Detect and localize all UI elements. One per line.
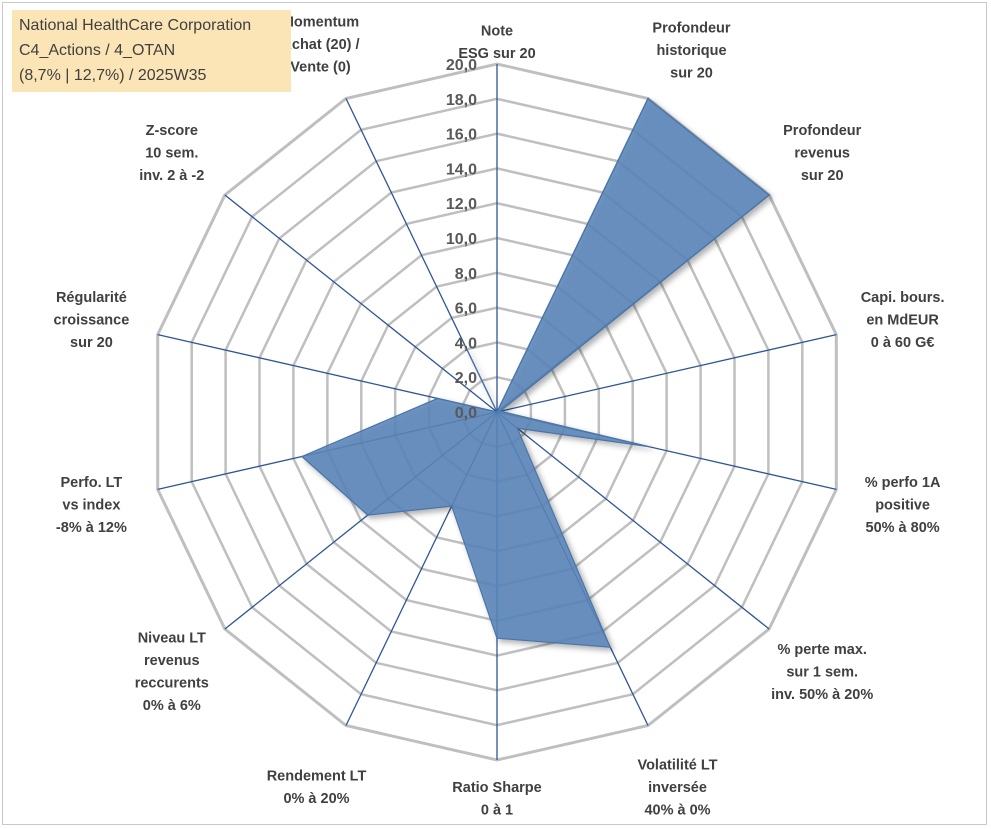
axis-label: Perfo. LT vs index -8% à 12% [56,475,127,536]
data-point [466,348,468,351]
performance-week: (8,7% | 12,7%) / 2025W35 [19,67,207,84]
tick-label: 4,0 [455,335,477,352]
data-point [516,427,519,430]
data-point [436,397,439,400]
company-name: National HealthCare Corporation [19,17,252,34]
axis-label: Profondeur historique sur 20 [652,21,730,82]
tick-label: 0,0 [455,405,477,422]
axis-label: % perte max. sur 1 sem. inv. 50% à 20% [771,642,873,703]
data-point [499,410,502,413]
series-area [300,97,771,648]
tick-label: 2,0 [455,370,477,387]
tick-label: 12,0 [446,196,477,213]
data-point [647,97,649,100]
tick-label: 10,0 [446,231,477,248]
tick-label: 16,0 [446,127,477,144]
axis-label: Rendement LT 0% à 20% [267,769,367,808]
axis-label: Niveau LT revenus reccurents 0% à 6% [135,631,209,715]
axis-spoke [224,194,498,413]
data-point [367,514,369,516]
axis-spoke [496,411,770,630]
axis-label: Momentum Achat (20) / Vente (0) [281,15,359,76]
chart-title-box: National HealthCare Corporation C4_Actio… [12,10,291,92]
axis-label: Z-score 10 sem. inv. 2 à -2 [139,123,204,184]
axis-label: Volatilité LT inversée 40% à 0% [637,757,717,818]
tick-label: 20,0 [446,57,477,74]
data-point [768,194,770,196]
axis-spoke [496,333,837,413]
tick-label: 18,0 [446,92,477,109]
axis-label: Régularité croissance sur 20 [54,290,130,351]
tick-label: 6,0 [455,301,477,318]
axis-label: Note ESG sur 20 [458,24,535,63]
axis-label: % perfo 1A positive 50% à 80% [865,475,941,536]
data-point [496,637,498,639]
tick-label: 14,0 [446,161,477,178]
data-point [609,646,611,648]
tick-label: 8,0 [455,266,477,283]
radar-series [300,97,771,648]
radar-axis-labels: Note ESG sur 20 Profondeur historique sur 20… [54,15,945,819]
radar-tick-labels: 0,0 2,0 4,0 6,0 8,0 10,0 12,0 14,0 16,0 18,0 20,0 [446,57,477,422]
data-point [496,411,498,413]
axis-label: Capi. bours. en MdEUR 0 à 60 G€ [861,290,945,351]
data-point [648,446,651,448]
data-point [450,505,453,507]
data-point [301,455,303,458]
portfolio-category: C4_Actions / 4_OTAN [19,42,176,59]
axis-label: Ratio Sharpe 0 à 1 [452,780,541,819]
axis-label: Profondeur revenus sur 20 [783,123,861,184]
